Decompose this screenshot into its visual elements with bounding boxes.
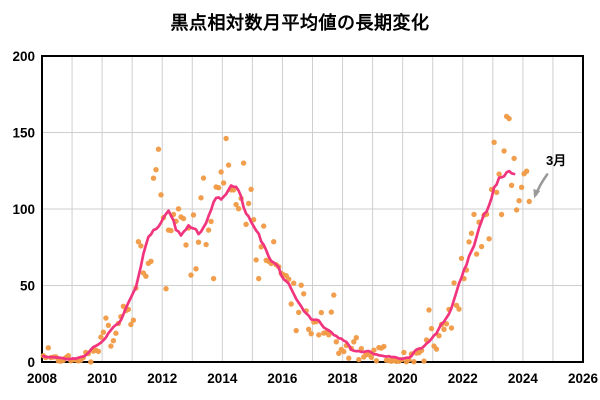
svg-text:100: 100 bbox=[12, 202, 35, 217]
plot-border bbox=[41, 55, 584, 363]
svg-text:2024: 2024 bbox=[508, 371, 539, 386]
smoothed-line-series bbox=[41, 169, 516, 361]
svg-text:2008: 2008 bbox=[27, 371, 58, 386]
svg-text:2018: 2018 bbox=[328, 371, 359, 386]
svg-text:2026: 2026 bbox=[568, 371, 599, 386]
svg-text:200: 200 bbox=[12, 49, 35, 64]
svg-text:0: 0 bbox=[27, 355, 35, 370]
annotation-arrow-icon bbox=[533, 173, 549, 199]
gridlines bbox=[42, 56, 583, 362]
svg-text:2012: 2012 bbox=[147, 371, 177, 386]
annotation-latest-month-label: 3月 bbox=[546, 153, 567, 168]
x-axis-tick-labels: 2008 2010 2012 2014 2016 2018 2020 2022 2024 2026 bbox=[27, 371, 599, 386]
svg-text:2020: 2020 bbox=[388, 371, 418, 386]
svg-text:2016: 2016 bbox=[267, 371, 298, 386]
chart-title: 黒点相対数月平均値の長期変化 bbox=[170, 13, 430, 33]
svg-text:50: 50 bbox=[20, 279, 35, 294]
svg-text:2014: 2014 bbox=[207, 371, 238, 386]
svg-text:2022: 2022 bbox=[448, 371, 478, 386]
y-axis-tick-labels: 0 50 100 150 200 bbox=[12, 49, 35, 370]
svg-text:150: 150 bbox=[12, 126, 35, 141]
svg-text:2010: 2010 bbox=[87, 371, 117, 386]
